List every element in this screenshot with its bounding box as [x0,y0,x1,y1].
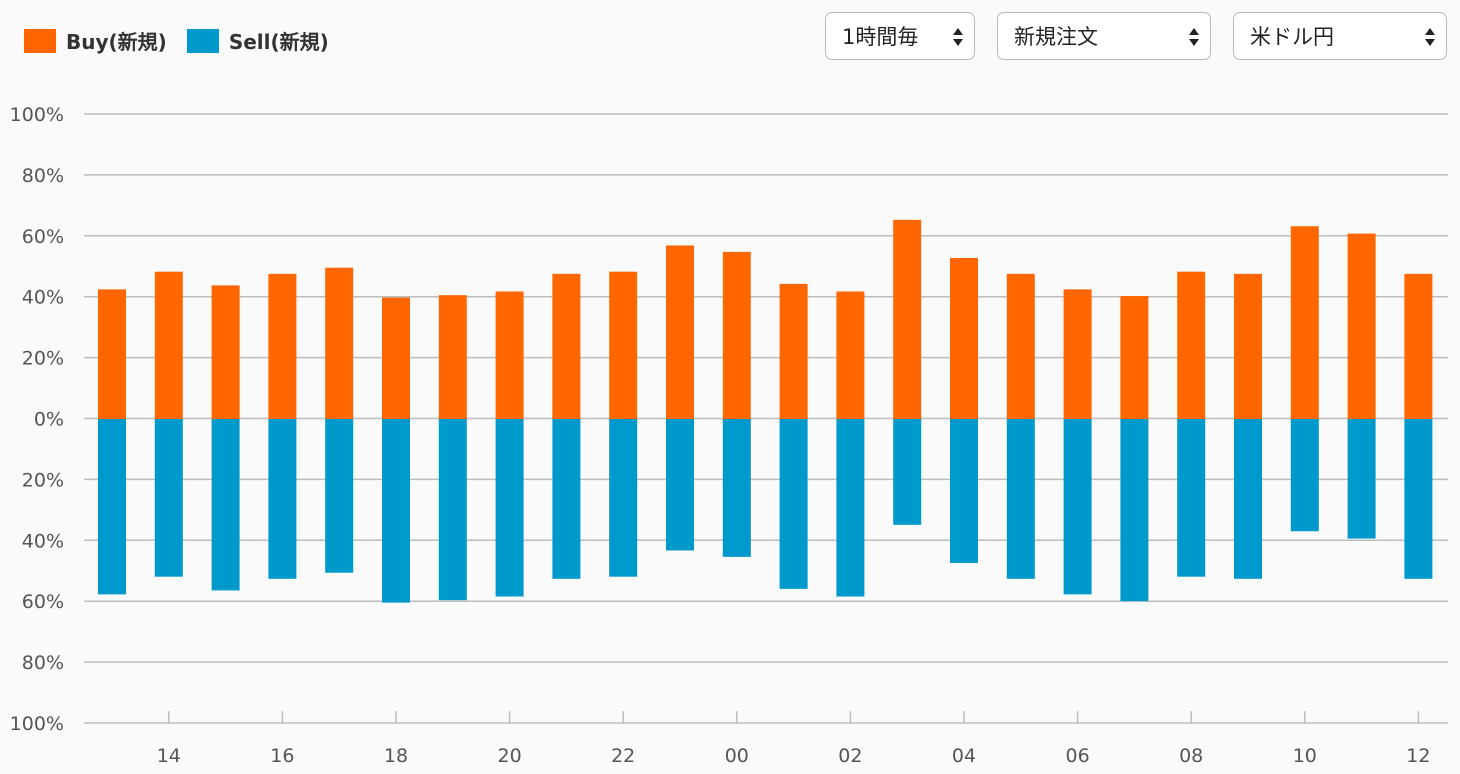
y-tick-label: 60% [22,226,64,248]
legend-item-sell[interactable]: Sell(新規) [186,26,329,55]
bar-buy[interactable] [722,251,751,419]
currency-pair-select-value: 米ドル円 [1250,25,1334,49]
x-tick-label: 16 [270,745,294,767]
bar-buy[interactable] [1006,273,1035,419]
x-tick-label: 12 [1406,745,1430,767]
y-tick-label: 20% [22,348,64,370]
x-axis: 14 16 18 20 22 00 02 04 06 08 10 12 [157,711,1430,767]
legend-label-sell: Sell(新規) [228,30,329,54]
bar-sell[interactable] [325,419,354,573]
x-tick-label: 20 [498,745,522,767]
select-arrows-icon [1425,28,1435,46]
bar-sell[interactable] [1347,419,1376,539]
bar-sell[interactable] [1177,419,1206,577]
bar-buy[interactable] [325,267,354,419]
bar-buy[interactable] [1063,289,1092,419]
bar-sell[interactable] [438,419,467,601]
order-type-select-value: 新規注文 [1014,25,1098,49]
legend-swatch-buy [24,28,56,53]
x-tick-label: 10 [1293,745,1317,767]
y-tick-label: 80% [22,165,64,187]
bar-sell[interactable] [154,419,183,577]
bars [98,219,1433,603]
bar-buy[interactable] [1347,233,1376,419]
chart-controls: 1時間毎 新規注文 米ドル円 [0,12,1460,64]
bar-sell[interactable] [1120,419,1149,602]
bar-buy[interactable] [1290,226,1319,419]
bar-buy[interactable] [779,283,808,419]
y-tick-label: 100% [10,713,64,735]
currency-pair-select[interactable]: 米ドル円 [1233,12,1447,60]
bar-buy[interactable] [438,295,467,419]
legend-swatch-sell [186,28,219,53]
bar-buy[interactable] [836,291,865,419]
select-arrows-icon [1189,28,1199,46]
bar-buy[interactable] [98,289,126,419]
bar-sell[interactable] [893,419,922,525]
chart-legend: Buy(新規) Sell(新規) [24,26,349,55]
y-tick-label: 0% [34,409,64,431]
bar-buy[interactable] [609,271,638,419]
x-tick-label: 18 [384,745,408,767]
bar-sell[interactable] [722,419,751,557]
interval-select-value: 1時間毎 [842,25,919,49]
bar-buy[interactable] [1234,273,1262,419]
y-tick-label: 60% [22,591,64,613]
bar-sell[interactable] [495,419,524,597]
order-type-select[interactable]: 新規注文 [997,12,1211,60]
bar-sell[interactable] [1063,419,1092,595]
x-tick-label: 04 [952,745,976,767]
x-tick-label: 02 [838,745,862,767]
x-tick-label: 06 [1066,745,1090,767]
bar-sell[interactable] [1006,419,1035,579]
x-tick-label: 08 [1179,745,1203,767]
y-axis-ticks: 100% 80% 60% 40% 20% 0% 20% 40% 60% 80% 100% [10,104,64,735]
gridlines [84,113,1448,724]
bar-buy[interactable] [382,297,410,419]
y-tick-label: 20% [22,469,64,491]
y-tick-label: 100% [10,104,64,126]
bar-buy[interactable] [154,271,183,419]
bar-buy[interactable] [1120,296,1149,419]
select-arrows-icon [953,28,963,46]
legend-label-buy: Buy(新規) [66,30,167,54]
bar-sell[interactable] [950,419,978,563]
bar-sell[interactable] [836,419,865,597]
bar-buy[interactable] [893,219,922,419]
legend-item-buy[interactable]: Buy(新規) [24,26,167,55]
bar-sell[interactable] [98,419,126,595]
bar-sell[interactable] [666,419,694,551]
bar-sell[interactable] [1290,419,1319,532]
x-tick-label: 22 [611,745,635,767]
bar-sell[interactable] [382,419,410,603]
y-tick-label: 40% [22,287,64,309]
bar-buy[interactable] [666,245,694,419]
bar-buy[interactable] [268,273,297,419]
bar-buy[interactable] [552,273,581,419]
bar-buy[interactable] [1404,273,1433,419]
bar-sell[interactable] [1234,419,1262,579]
y-tick-label: 80% [22,652,64,674]
bar-sell[interactable] [779,419,808,589]
bar-sell[interactable] [211,419,240,591]
x-tick-label: 14 [157,745,181,767]
bar-sell[interactable] [1404,419,1433,579]
x-tick-label: 00 [725,745,749,767]
bar-buy[interactable] [495,291,524,419]
bar-sell[interactable] [268,419,297,579]
bar-buy[interactable] [1177,271,1206,419]
bar-sell[interactable] [552,419,581,579]
y-tick-label: 40% [22,530,64,552]
interval-select[interactable]: 1時間毎 [825,12,975,60]
bar-buy[interactable] [950,257,978,419]
bar-buy[interactable] [211,285,240,419]
bar-sell[interactable] [609,419,638,577]
